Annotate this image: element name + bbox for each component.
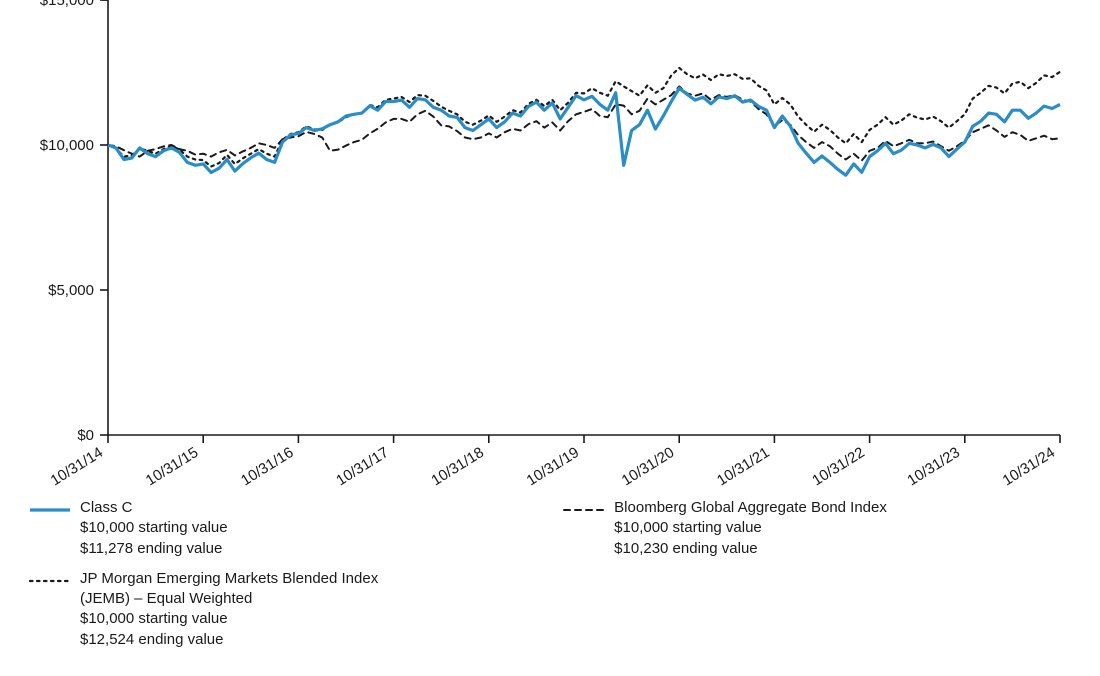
y-axis-label: $15,000 [40, 0, 94, 9]
legend-right-column: Bloomberg Global Aggregate Bond Index$10… [564, 498, 1044, 569]
legend-swatch-class_c [30, 507, 70, 511]
legend-item-bloomberg: Bloomberg Global Aggregate Bond Index$10… [564, 498, 1044, 559]
x-axis-label: 10/31/15 [143, 444, 202, 489]
chart-svg: $0 $5,000 $10,000 $15,000 10/31/14 10/31/15 10… [0, 0, 1100, 490]
x-axis-label: 10/31/14 [48, 444, 107, 489]
legend-end-value: $12,524 ending value [80, 630, 560, 650]
x-axis-label: 10/31/19 [524, 444, 583, 489]
series-jemb [108, 68, 1060, 167]
y-axis-label: $5,000 [48, 282, 94, 299]
y-axis-label: $10,000 [40, 137, 94, 154]
x-axis-label: 10/31/16 [238, 444, 297, 489]
x-axis-label: 10/31/21 [714, 444, 773, 489]
legend-title: JP Morgan Emerging Markets Blended Index [80, 569, 560, 589]
legend-item-class_c: Class C$10,000 starting value$11,278 end… [30, 498, 560, 559]
legend-start-value: $10,000 starting value [80, 518, 560, 538]
x-axis-label: 10/31/23 [904, 444, 963, 489]
legend-swatch-jemb [30, 578, 70, 582]
legend-end-value: $11,278 ending value [80, 539, 560, 559]
x-axis-label: 10/31/17 [333, 444, 392, 489]
legend-swatch-bloomberg [564, 507, 604, 511]
y-axis-label: $0 [77, 427, 94, 444]
x-axis-label: 10/31/22 [809, 444, 868, 489]
legend-title-line2: (JEMB) – Equal Weighted [80, 589, 560, 609]
series-bloomberg [108, 86, 1060, 160]
x-axis-label: 10/31/20 [619, 444, 678, 489]
series-class_c [108, 88, 1060, 175]
legend-left-column: Class C$10,000 starting value$11,278 end… [30, 498, 560, 660]
legend-title: Bloomberg Global Aggregate Bond Index [614, 498, 1044, 518]
legend: Class C$10,000 starting value$11,278 end… [30, 498, 1070, 660]
x-axis-label: 10/31/24 [1000, 444, 1059, 489]
legend-item-jemb: JP Morgan Emerging Markets Blended Index… [30, 569, 560, 650]
growth-chart: $0 $5,000 $10,000 $15,000 10/31/14 10/31/15 10… [0, 0, 1100, 676]
legend-end-value: $10,230 ending value [614, 539, 1044, 559]
x-axis-label: 10/31/18 [428, 444, 487, 489]
legend-start-value: $10,000 starting value [80, 609, 560, 629]
legend-title: Class C [80, 498, 560, 518]
legend-start-value: $10,000 starting value [614, 518, 1044, 538]
